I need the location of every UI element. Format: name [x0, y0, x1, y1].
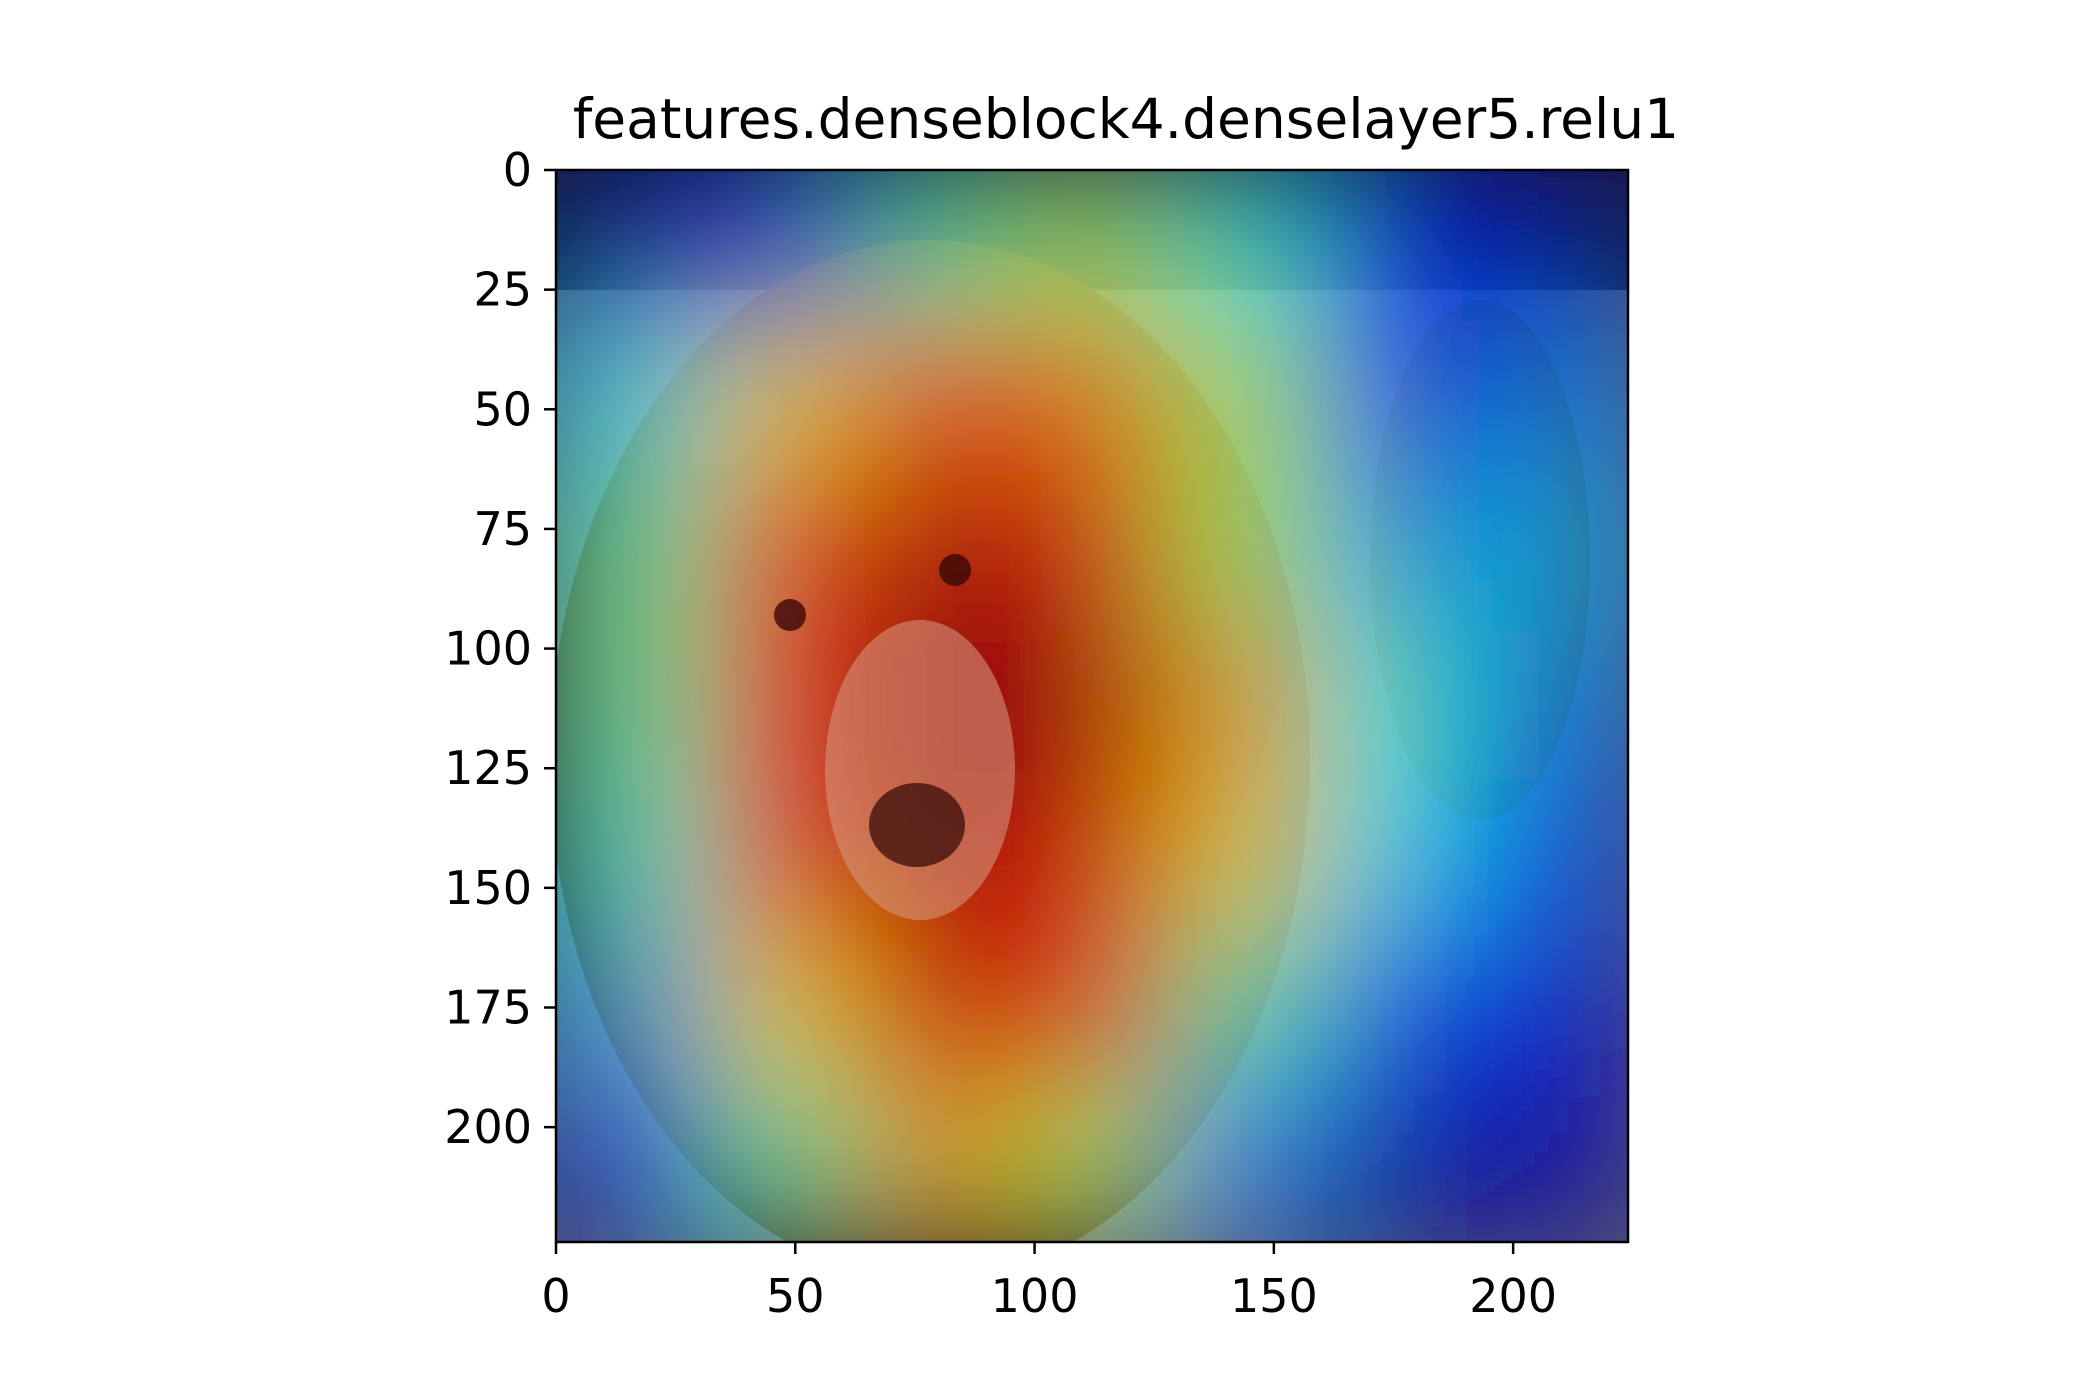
x-tick-label: 150	[1230, 1269, 1318, 1323]
y-tick-label: 125	[444, 741, 532, 795]
heatmap-cell	[1319, 474, 1477, 632]
x-tick-label: 100	[991, 1269, 1079, 1323]
heatmap-cell	[1319, 627, 1477, 785]
heatmap-cell	[1013, 474, 1171, 632]
heatmap-cell	[1472, 321, 1628, 479]
bear-snout	[825, 620, 1015, 920]
x-axis: 0 50 100 150 200	[541, 1242, 1557, 1323]
heatmap-cell	[860, 933, 1018, 1091]
heatmap-cell	[1013, 1086, 1171, 1242]
y-tick-label: 175	[444, 981, 532, 1035]
heatmap-cell	[1472, 474, 1628, 632]
heatmap-cell	[1319, 321, 1477, 479]
heatmap-cell	[1472, 1086, 1628, 1242]
heatmap-cell	[1013, 170, 1171, 326]
heatmap-cell	[707, 1086, 865, 1242]
heatmap-cell	[707, 321, 865, 479]
y-tick-label: 200	[444, 1100, 532, 1154]
heatmap-cell	[556, 321, 712, 479]
heatmap-cell	[556, 1086, 712, 1242]
y-tick-label: 25	[473, 263, 532, 317]
x-tick-label: 0	[541, 1269, 570, 1323]
y-tick-label: 50	[473, 382, 532, 436]
y-tick-label: 150	[444, 861, 532, 915]
heatmap-cell	[1319, 933, 1477, 1091]
y-tick-label: 100	[444, 622, 532, 676]
heatmap-cell	[1319, 170, 1477, 326]
heatmap-cell	[1319, 780, 1477, 938]
heatmap-cell	[1166, 1086, 1324, 1242]
heatmap-cell	[556, 170, 712, 326]
heatmap-cell	[1166, 321, 1324, 479]
heatmap-cells	[556, 170, 1628, 1242]
bear-nose	[869, 783, 965, 867]
y-tick-label: 0	[503, 143, 532, 197]
heatmap-cell	[707, 170, 865, 326]
heatmap-cell	[1472, 170, 1628, 326]
heatmap-cell	[556, 933, 712, 1091]
bear-eye-right	[939, 554, 971, 586]
x-tick-label: 200	[1469, 1269, 1557, 1323]
heatmap-cell	[556, 780, 712, 938]
x-tick-label: 50	[766, 1269, 825, 1323]
heatmap-cell	[860, 474, 1018, 632]
heatmap-cell	[1166, 627, 1324, 785]
heatmap-cell	[1013, 627, 1171, 785]
heatmap-cell	[707, 933, 865, 1091]
heatmap-cell	[860, 321, 1018, 479]
heatmap-cell	[1013, 321, 1171, 479]
y-tick-label: 75	[473, 502, 532, 556]
bear-eye-left	[774, 599, 806, 631]
heatmap-cell	[1013, 933, 1171, 1091]
heatmap-cell	[1472, 933, 1628, 1091]
heatmap-cell	[1166, 170, 1324, 326]
heatmap-cell	[1472, 780, 1628, 938]
heatmap-cell	[1166, 933, 1324, 1091]
heatmap-cell	[1166, 474, 1324, 632]
heatmap-cell	[556, 627, 712, 785]
axes-frame	[554, 168, 1630, 1244]
heatmap-cell	[1319, 1086, 1477, 1242]
heatmap-cell	[556, 474, 712, 632]
heatmap-cell	[1013, 780, 1171, 938]
y-axis: 0 25 50 75 100 125 150 175 200	[444, 143, 556, 1154]
heatmap-cell	[860, 1086, 1018, 1242]
heatmap-image	[554, 168, 1630, 1244]
heatmap-cell	[1166, 780, 1324, 938]
heatmap-cell	[1472, 627, 1628, 785]
heatmap-cell	[860, 170, 1018, 326]
chart-title: features.denseblock4.denselayer5.relu1	[573, 87, 1679, 151]
